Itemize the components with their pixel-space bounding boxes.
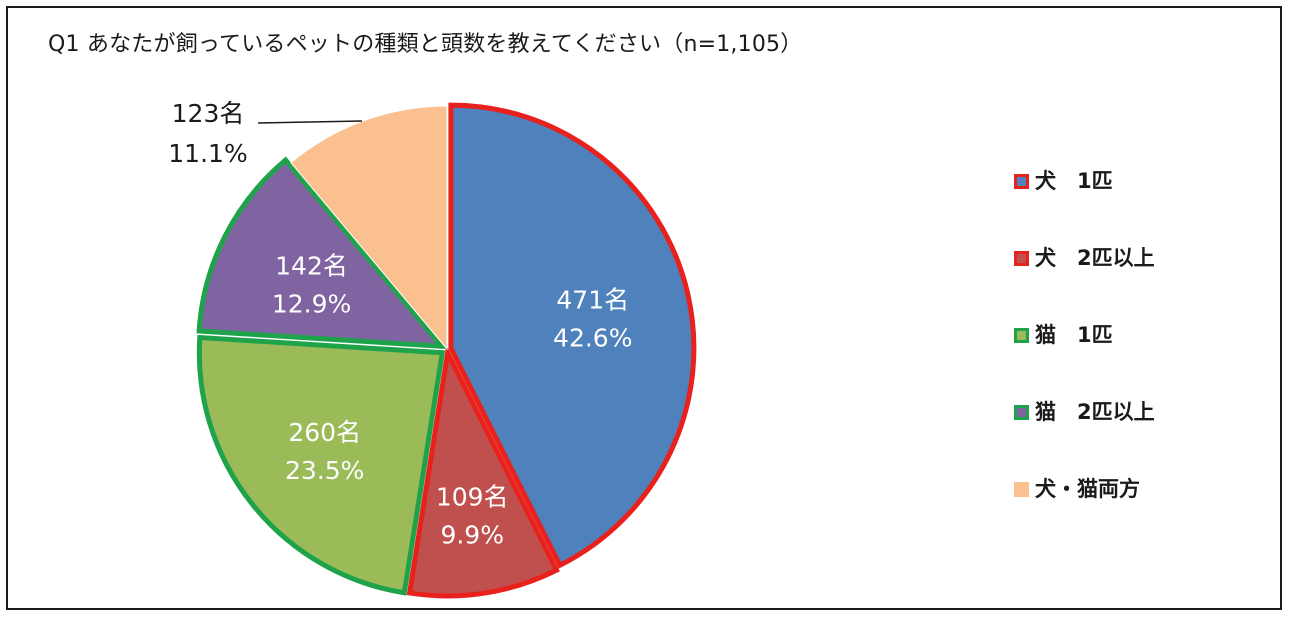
legend-label: 猫 2匹以上 (1035, 400, 1155, 424)
pie-slice (406, 344, 560, 599)
legend-item-dog-1: 犬 1匹 (1014, 165, 1155, 242)
data-label: 42.6% (553, 323, 632, 352)
legend-swatch (1014, 482, 1029, 497)
data-label: 260名 (288, 418, 361, 447)
data-label: 123名 (172, 99, 245, 128)
legend-item-both: 犬・猫両方 (1014, 473, 1155, 550)
legend-item-cat-1: 猫 1匹 (1014, 319, 1155, 396)
data-label: 9.9% (440, 520, 504, 549)
legend-label: 犬 2匹以上 (1035, 246, 1155, 270)
chart-title: Q1 あなたが飼っているペットの種類と頭数を教えてください（n=1,105） (48, 32, 803, 57)
pie-slice (196, 334, 446, 596)
data-label: 11.1% (168, 139, 247, 168)
legend-swatch (1014, 251, 1029, 266)
data-label: 109名 (436, 482, 509, 511)
legend-label: 猫 1匹 (1035, 323, 1113, 347)
pie-slice (290, 105, 448, 351)
legend-swatch (1014, 405, 1029, 420)
data-label: 471名 (556, 285, 629, 314)
legend-swatch (1014, 328, 1029, 343)
data-label: 142名 (275, 252, 348, 281)
legend-label: 犬・猫両方 (1035, 477, 1140, 501)
legend-swatch (1014, 174, 1029, 189)
legend-item-cat-2plus: 猫 2匹以上 (1014, 396, 1155, 473)
data-label: 23.5% (285, 456, 364, 485)
pie-slice (196, 156, 448, 350)
leader-line (257, 120, 363, 124)
pie-slice (448, 102, 697, 569)
chart-legend: 犬 1匹 犬 2匹以上 猫 1匹 猫 2匹以上 犬・猫両方 (1014, 165, 1155, 550)
legend-label: 犬 1匹 (1035, 169, 1113, 193)
data-label: 12.9% (272, 290, 351, 319)
legend-item-dog-2plus: 犬 2匹以上 (1014, 242, 1155, 319)
